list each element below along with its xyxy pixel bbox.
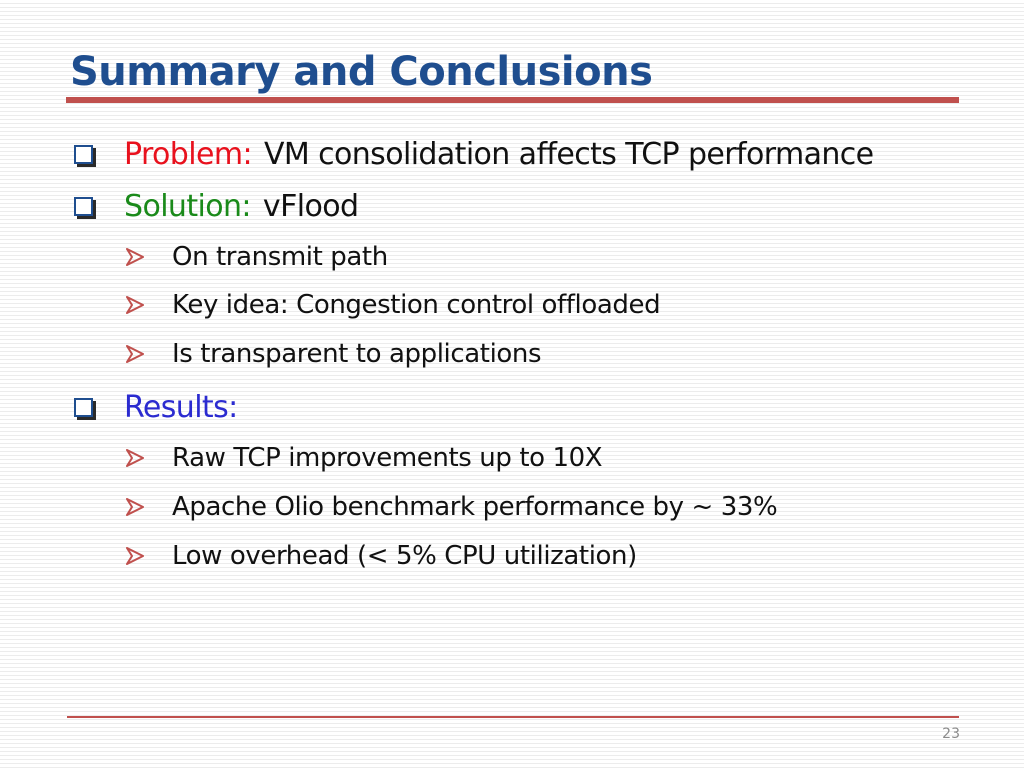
- sub-bullet-solution-1: On transmit path: [126, 238, 388, 276]
- bullet-solution: Solution: vFlood: [74, 185, 359, 227]
- sub-bullet-text: Key idea: Congestion control offloaded: [172, 290, 661, 320]
- checkbox-square-icon: [74, 144, 93, 164]
- bullet-label-solution: Solution:: [124, 188, 252, 224]
- bullet-label-problem: Problem:: [124, 136, 253, 172]
- arrow-right-icon: [126, 547, 148, 565]
- bullet-problem: Problem: VM consolidation affects TCP pe…: [74, 133, 874, 175]
- sub-bullet-results-1: Raw TCP improvements up to 10X: [126, 439, 603, 477]
- checkbox-square-icon: [74, 397, 93, 417]
- footer-divider: [67, 716, 959, 718]
- sub-bullet-text: Raw TCP improvements up to 10X: [172, 443, 603, 473]
- arrow-right-icon: [126, 449, 148, 467]
- checkbox-square-icon: [74, 196, 93, 216]
- arrow-right-icon: [126, 345, 148, 363]
- title-underline: [66, 97, 959, 103]
- sub-bullet-results-3: Low overhead (< 5% CPU utilization): [126, 537, 637, 575]
- sub-bullet-text: On transmit path: [172, 242, 388, 272]
- sub-bullet-text: Apache Olio benchmark performance by ~ 3…: [172, 492, 778, 522]
- arrow-right-icon: [126, 498, 148, 516]
- bullet-label-results: Results:: [124, 389, 238, 425]
- slide-title: Summary and Conclusions: [70, 49, 653, 95]
- bullet-text-problem: VM consolidation affects TCP performance: [263, 136, 874, 172]
- arrow-right-icon: [126, 296, 148, 314]
- sub-bullet-text: Low overhead (< 5% CPU utilization): [172, 541, 637, 571]
- page-number: 23: [942, 726, 960, 742]
- sub-bullet-solution-2: Key idea: Congestion control offloaded: [126, 286, 661, 324]
- bullet-results: Results:: [74, 386, 250, 428]
- sub-bullet-solution-3: Is transparent to applications: [126, 335, 542, 373]
- arrow-right-icon: [126, 248, 148, 266]
- bullet-text-solution: vFlood: [262, 188, 359, 224]
- sub-bullet-results-2: Apache Olio benchmark performance by ~ 3…: [126, 488, 778, 526]
- sub-bullet-text: Is transparent to applications: [172, 339, 542, 369]
